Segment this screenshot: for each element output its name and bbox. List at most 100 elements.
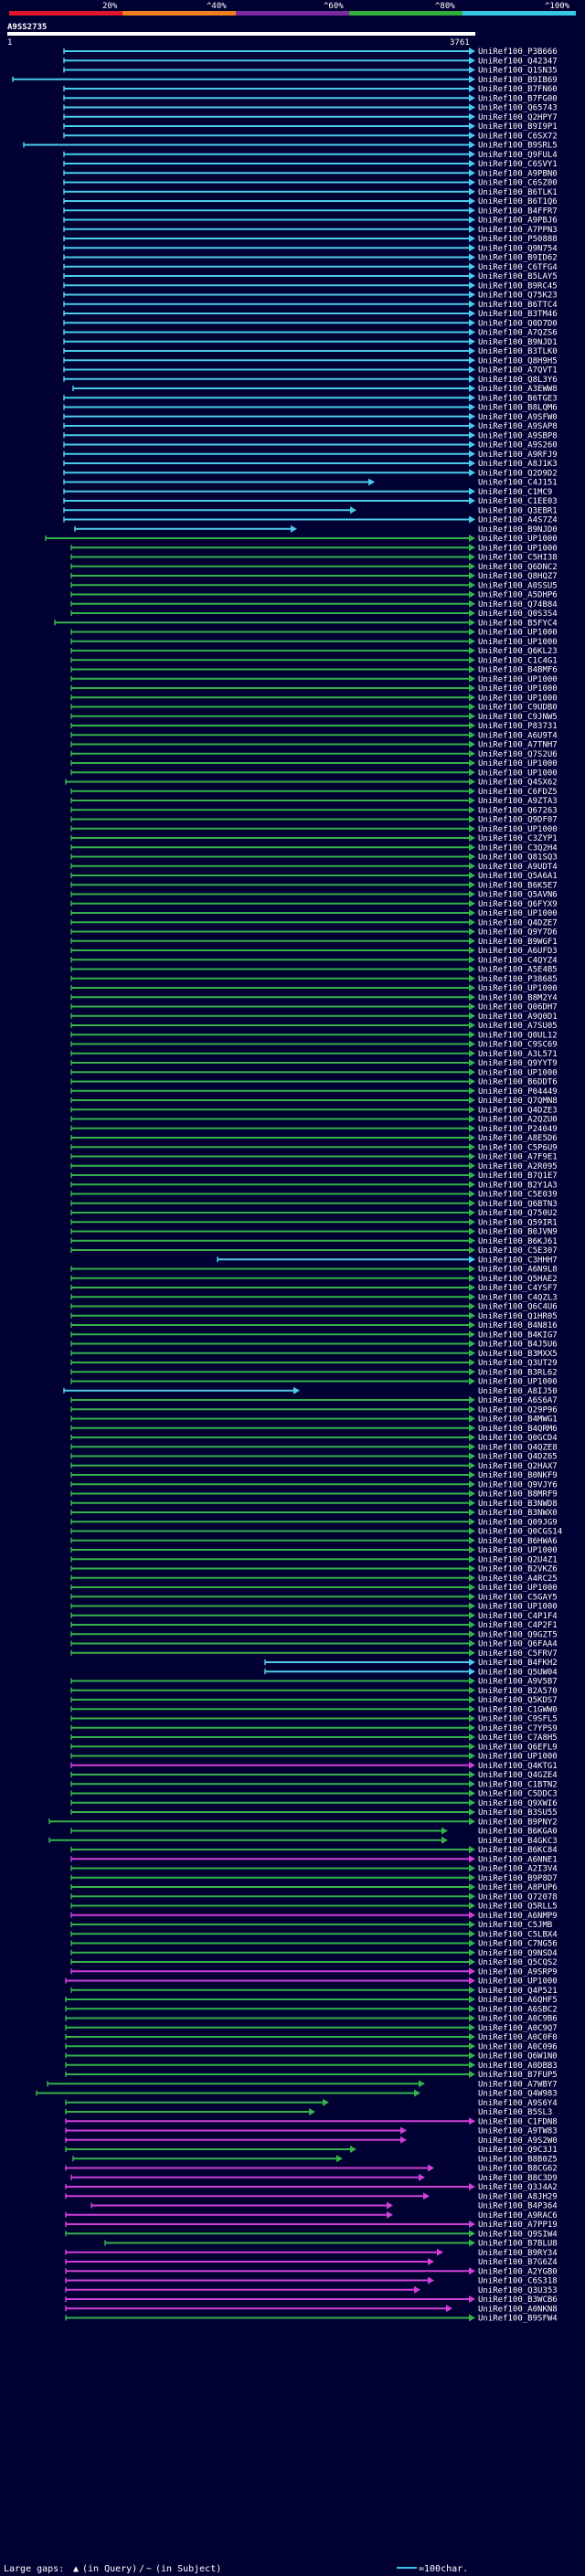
hit-row[interactable]: UniRef100_UP1000 bbox=[70, 674, 558, 684]
hit-row[interactable]: UniRef100_A6U9T4 bbox=[70, 731, 558, 740]
hit-id-link[interactable]: UniRef100_Q1HR05 bbox=[478, 1312, 558, 1321]
hit-id-link[interactable]: UniRef100_A3EWW8 bbox=[478, 385, 558, 394]
hit-id-link[interactable]: UniRef100_A2R095 bbox=[478, 1162, 558, 1171]
hit-row[interactable]: UniRef100_C4P1F4 bbox=[70, 1611, 558, 1621]
hit-id-link[interactable]: UniRef100_Q9XWI6 bbox=[478, 1799, 558, 1808]
hit-row[interactable]: UniRef100_B8M2Y4 bbox=[70, 993, 558, 1002]
hit-row[interactable]: UniRef100_C1MC9 bbox=[63, 487, 552, 497]
hit-row[interactable]: UniRef100_UP1000 bbox=[70, 544, 558, 553]
hit-id-link[interactable]: UniRef100_Q2U4Z1 bbox=[478, 1555, 558, 1564]
hit-id-link[interactable]: UniRef100_B5FYC4 bbox=[478, 619, 558, 628]
hit-row[interactable]: UniRef100_B6K5E7 bbox=[70, 881, 558, 890]
hit-row[interactable]: UniRef100_Q9Y7D6 bbox=[70, 928, 558, 938]
hit-row[interactable]: UniRef100_B9SRL5 bbox=[23, 141, 558, 151]
hit-row[interactable]: UniRef100_B9NJD1 bbox=[63, 337, 558, 347]
hit-row[interactable]: UniRef100_Q72078 bbox=[70, 1892, 558, 1902]
hit-row[interactable]: UniRef100_A6N9L8 bbox=[70, 1265, 558, 1275]
hit-row[interactable]: UniRef100_B9I9P1 bbox=[63, 122, 558, 132]
hit-id-link[interactable]: UniRef100_B3NWD8 bbox=[478, 1500, 558, 1509]
hit-id-link[interactable]: UniRef100_A2I3V4 bbox=[478, 1865, 558, 1874]
hit-id-link[interactable]: UniRef100_A7QZS6 bbox=[478, 329, 558, 338]
hit-id-link[interactable]: UniRef100_C5E039 bbox=[478, 1191, 558, 1200]
hit-row[interactable]: UniRef100_A7F9E1 bbox=[70, 1152, 558, 1162]
hit-row[interactable]: UniRef100_A0C9Q7 bbox=[65, 2023, 558, 2033]
hit-row[interactable]: UniRef100_B3NWD8 bbox=[70, 1499, 558, 1509]
hit-row[interactable]: UniRef100_A0C096 bbox=[65, 2042, 558, 2051]
hit-id-link[interactable]: UniRef100_C5P6U9 bbox=[478, 1143, 558, 1152]
hit-row[interactable]: UniRef100_Q4P521 bbox=[70, 1986, 558, 1996]
hit-row[interactable]: UniRef100_A3L571 bbox=[70, 1049, 558, 1059]
hit-id-link[interactable]: UniRef100_A9SFW0 bbox=[478, 413, 558, 422]
hit-row[interactable]: UniRef100_C4YSF7 bbox=[70, 1284, 558, 1293]
hit-id-link[interactable]: UniRef100_Q6DNC2 bbox=[478, 563, 558, 572]
hit-row[interactable]: UniRef100_Q67263 bbox=[70, 806, 558, 815]
hit-row[interactable]: UniRef100_B3NWX0 bbox=[70, 1509, 558, 1518]
hit-id-link[interactable]: UniRef100_A0C9Q7 bbox=[478, 2024, 558, 2033]
hit-row[interactable]: UniRef100_C9SC69 bbox=[70, 1040, 558, 1050]
hit-row[interactable]: UniRef100_B3SU55 bbox=[70, 1808, 558, 1818]
hit-row[interactable]: UniRef100_A8E5D6 bbox=[70, 1134, 558, 1143]
hit-row[interactable]: UniRef100_C6SZ00 bbox=[63, 178, 558, 188]
hit-id-link[interactable]: UniRef100_A9V5B7 bbox=[478, 1678, 558, 1687]
hit-row[interactable]: UniRef100_A9SRP9 bbox=[70, 1967, 558, 1977]
hit-row[interactable]: UniRef100_C1FDN8 bbox=[65, 2117, 558, 2126]
hit-id-link[interactable]: UniRef100_A6UFD3 bbox=[478, 947, 558, 956]
hit-row[interactable]: UniRef100_Q9FUL4 bbox=[63, 150, 558, 160]
hit-row[interactable]: UniRef100_Q3UT29 bbox=[70, 1359, 558, 1368]
hit-id-link[interactable]: UniRef100_C3ZYP1 bbox=[478, 834, 558, 843]
hit-row[interactable]: UniRef100_C5E039 bbox=[70, 1190, 558, 1200]
hit-row[interactable]: UniRef100_Q750U2 bbox=[70, 1209, 558, 1218]
hit-id-link[interactable]: UniRef100_B4FKH2 bbox=[478, 1659, 558, 1668]
hit-id-link[interactable]: UniRef100_Q9SIW4 bbox=[478, 2230, 558, 2239]
hit-id-link[interactable]: UniRef100_A6QHF5 bbox=[478, 1996, 558, 2005]
hit-id-link[interactable]: UniRef100_UP1000 bbox=[478, 825, 558, 834]
hit-row[interactable]: UniRef100_C4QZL3 bbox=[70, 1293, 558, 1302]
hit-id-link[interactable]: UniRef100_Q9NSD4 bbox=[478, 1949, 558, 1958]
hit-id-link[interactable]: UniRef100_C7YPS9 bbox=[478, 1724, 558, 1733]
hit-id-link[interactable]: UniRef100_C6FDZ5 bbox=[478, 788, 558, 797]
hit-row[interactable]: UniRef100_A3EWW8 bbox=[72, 385, 558, 394]
hit-id-link[interactable]: UniRef100_Q9C3J1 bbox=[478, 2146, 558, 2155]
hit-id-link[interactable]: UniRef100_Q6FYX9 bbox=[478, 900, 558, 909]
hit-id-link[interactable]: UniRef100_A8J1K3 bbox=[478, 460, 558, 469]
hit-id-link[interactable]: UniRef100_Q4DZE7 bbox=[478, 918, 558, 928]
hit-id-link[interactable]: UniRef100_A9TW83 bbox=[478, 2127, 558, 2136]
hit-id-link[interactable]: UniRef100_B4GKC3 bbox=[478, 1837, 558, 1846]
hit-row[interactable]: UniRef100_B7FUP5 bbox=[65, 2071, 558, 2080]
hit-row[interactable]: UniRef100_B7G6Z4 bbox=[65, 2258, 558, 2267]
hit-id-link[interactable]: UniRef100_B9ID62 bbox=[478, 254, 558, 263]
hit-row[interactable]: UniRef100_B9PNY2 bbox=[48, 1818, 558, 1827]
hit-row[interactable]: UniRef100_Q6C4U6 bbox=[70, 1302, 558, 1312]
hit-id-link[interactable]: UniRef100_C3Q2H4 bbox=[478, 843, 558, 853]
hit-id-link[interactable]: UniRef100_B2A570 bbox=[478, 1687, 558, 1696]
hit-row[interactable]: UniRef100_C7NG56 bbox=[70, 1939, 558, 1949]
hit-id-link[interactable]: UniRef100_C9SC69 bbox=[478, 1041, 558, 1050]
hit-row[interactable]: UniRef100_A9V5B7 bbox=[70, 1677, 558, 1687]
hit-id-link[interactable]: UniRef100_B9SRL5 bbox=[478, 142, 558, 151]
hit-row[interactable]: UniRef100_UP1000 bbox=[70, 1602, 558, 1612]
hit-id-link[interactable]: UniRef100_UP1000 bbox=[478, 1378, 558, 1387]
hit-row[interactable]: UniRef100_UP1000 bbox=[70, 824, 558, 834]
hit-id-link[interactable]: UniRef100_A7PP19 bbox=[478, 2221, 558, 2230]
hit-row[interactable]: UniRef100_B3TLK0 bbox=[63, 347, 558, 356]
hit-row[interactable]: UniRef100_B4BMF6 bbox=[70, 665, 558, 675]
hit-id-link[interactable]: UniRef100_A4RC25 bbox=[478, 1574, 558, 1584]
hit-row[interactable]: UniRef100_UP1000 bbox=[45, 535, 558, 544]
hit-id-link[interactable]: UniRef100_Q4P521 bbox=[478, 1987, 558, 1996]
hit-id-link[interactable]: UniRef100_B9RC45 bbox=[478, 281, 558, 291]
hit-id-link[interactable]: UniRef100_Q75K23 bbox=[478, 292, 558, 301]
hit-id-link[interactable]: UniRef100_P83731 bbox=[478, 722, 558, 731]
hit-row[interactable]: UniRef100_Q0D7D0 bbox=[63, 319, 558, 328]
hit-row[interactable]: UniRef100_B5LAY5 bbox=[63, 272, 558, 281]
hit-id-link[interactable]: UniRef100_C4J151 bbox=[478, 479, 558, 488]
hit-id-link[interactable]: UniRef100_Q7QMN8 bbox=[478, 1097, 558, 1106]
hit-id-link[interactable]: UniRef100_Q9N754 bbox=[478, 244, 558, 253]
hit-row[interactable]: UniRef100_Q8HQZ7 bbox=[70, 572, 558, 581]
hit-id-link[interactable]: UniRef100_A2QZU0 bbox=[478, 1116, 558, 1125]
hit-id-link[interactable]: UniRef100_C7A8H5 bbox=[478, 1733, 558, 1743]
hit-row[interactable]: UniRef100_Q09JG9 bbox=[70, 1518, 558, 1527]
hit-id-link[interactable]: UniRef100_C1EE03 bbox=[478, 497, 558, 506]
hit-id-link[interactable]: UniRef100_Q5RLL5 bbox=[478, 1903, 558, 1912]
hit-id-link[interactable]: UniRef100_C5LBX4 bbox=[478, 1930, 558, 1939]
hit-row[interactable]: UniRef100_A9S2W0 bbox=[65, 2136, 558, 2146]
